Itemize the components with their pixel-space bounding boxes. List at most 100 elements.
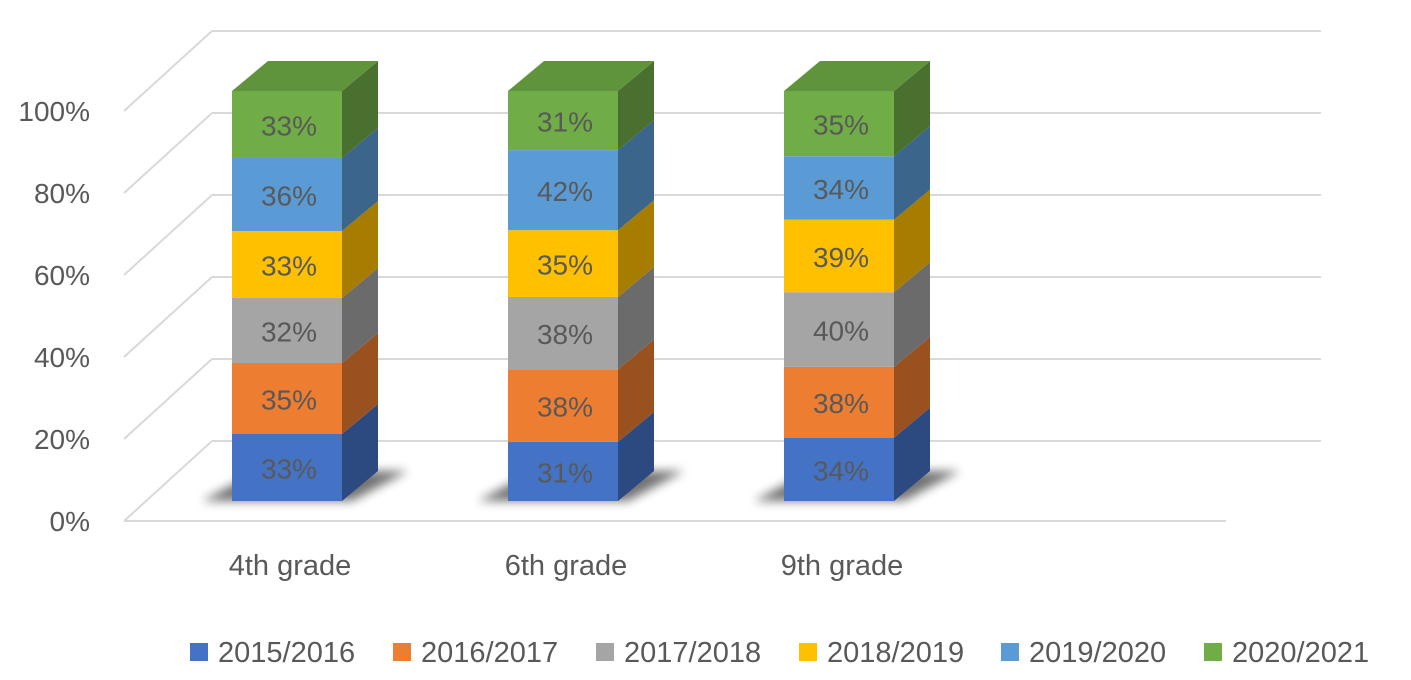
y-axis: 0% 20% 40% 60% 80% 100% xyxy=(18,96,90,537)
bar-segment-side xyxy=(342,201,378,299)
gridline-depth xyxy=(123,276,213,358)
bar-segment-side xyxy=(894,126,930,220)
bar-segment-side xyxy=(342,404,378,501)
gridline-depth xyxy=(123,112,213,194)
bar-segment xyxy=(508,150,618,231)
data-label: 38% xyxy=(813,388,869,419)
data-label: 38% xyxy=(537,392,593,423)
data-label: 32% xyxy=(261,317,317,348)
legend-swatch xyxy=(1001,643,1019,661)
x-category-label: 9th grade xyxy=(781,550,904,582)
legend-item: 2017/2018 xyxy=(596,637,761,669)
bar-segment xyxy=(232,157,342,232)
data-label: 35% xyxy=(537,250,593,281)
data-label: 36% xyxy=(261,181,317,212)
bar-segment-side xyxy=(618,120,654,231)
bar-segment xyxy=(508,441,618,501)
bar-segment-side xyxy=(342,127,378,232)
data-label: 42% xyxy=(537,176,593,207)
bar-stack: 34% 38% 40% 39% 34% 35% xyxy=(754,61,960,501)
bar-segment xyxy=(784,91,894,157)
bar-segment xyxy=(508,369,618,442)
bar-segment-side xyxy=(894,262,930,367)
gridline-depth xyxy=(123,358,213,440)
bar-top xyxy=(508,61,654,91)
x-category-label: 4th grade xyxy=(229,550,352,582)
bar-segment xyxy=(784,156,894,220)
bar-segment-side xyxy=(894,189,930,293)
legend-label: 2018/2019 xyxy=(827,637,964,669)
gridline-depth xyxy=(123,194,213,276)
data-label: 33% xyxy=(261,110,317,141)
bar-segment xyxy=(232,298,342,363)
floor-right-edge xyxy=(1226,441,1321,521)
data-label: 33% xyxy=(261,251,317,282)
bar-segment xyxy=(508,296,618,370)
bar-segment-side xyxy=(342,268,378,363)
bar-segment xyxy=(232,91,342,158)
legend-item: 2020/2021 xyxy=(1204,637,1369,669)
data-label: 39% xyxy=(813,242,869,273)
data-label: 34% xyxy=(813,455,869,486)
bar-stack: 31% 38% 38% 35% 42% 31% xyxy=(478,61,684,501)
bar-segment xyxy=(232,231,342,299)
bar-segment xyxy=(784,219,894,293)
data-label: 35% xyxy=(261,385,317,416)
bar-segment xyxy=(508,91,618,151)
legend: 2015/2016 2016/2017 2017/2018 2018/2019 2019… xyxy=(190,637,1369,669)
data-label: 31% xyxy=(537,457,593,488)
bar-segment xyxy=(232,434,342,501)
y-tick-label: 40% xyxy=(34,342,90,373)
data-label: 40% xyxy=(813,316,869,347)
bar-segment-side xyxy=(618,339,654,442)
data-label: 34% xyxy=(813,174,869,205)
legend-label: 2017/2018 xyxy=(624,637,761,669)
bar-segment xyxy=(508,230,618,297)
data-label: 31% xyxy=(537,107,593,138)
bar-segment-side xyxy=(618,61,654,151)
bar-stack: 33% 35% 32% 33% 36% 33% xyxy=(202,61,408,501)
bar-segment xyxy=(784,292,894,367)
bar-segment-side xyxy=(894,61,930,157)
gridline-depth xyxy=(123,440,213,522)
legend-label: 2016/2017 xyxy=(421,637,558,669)
bar-segment-side xyxy=(618,411,654,501)
legend-label: 2019/2020 xyxy=(1029,637,1166,669)
data-label: 33% xyxy=(261,454,317,485)
legend-item: 2018/2019 xyxy=(799,637,964,669)
legend-swatch xyxy=(596,643,614,661)
bar-segment xyxy=(232,362,342,435)
bar-segment-side xyxy=(618,200,654,297)
bar-segment-side xyxy=(342,332,378,435)
bar-segment xyxy=(784,437,894,501)
legend-item: 2016/2017 xyxy=(393,637,558,669)
y-tick-label: 80% xyxy=(34,178,90,209)
bar-top xyxy=(232,61,378,91)
y-tick-label: 20% xyxy=(34,424,90,455)
gridline-depth xyxy=(123,30,213,112)
gridlines xyxy=(123,30,1321,522)
data-label: 35% xyxy=(813,110,869,141)
bar-segment-side xyxy=(894,336,930,438)
y-tick-label: 100% xyxy=(18,96,90,127)
data-label: 38% xyxy=(537,319,593,350)
bar-segment-side xyxy=(894,407,930,501)
legend-item: 2019/2020 xyxy=(1001,637,1166,669)
y-tick-label: 0% xyxy=(50,506,90,537)
x-category-label: 6th grade xyxy=(505,550,628,582)
y-tick-label: 60% xyxy=(34,260,90,291)
bar-top xyxy=(784,61,930,91)
legend-label: 2015/2016 xyxy=(218,637,355,669)
bars: 33%35%32%33%36%33%31%38%38%35%42%31%34%3… xyxy=(202,61,960,501)
legend-swatch xyxy=(1204,643,1222,661)
bar-segment-side xyxy=(618,266,654,370)
bar-segment-side xyxy=(342,61,378,158)
legend-swatch xyxy=(393,643,411,661)
bar-segment xyxy=(784,366,894,438)
legend-label: 2020/2021 xyxy=(1232,637,1369,669)
legend-swatch xyxy=(190,643,208,661)
legend-swatch xyxy=(799,643,817,661)
x-axis: 4th grade 6th grade 9th grade xyxy=(229,550,904,582)
